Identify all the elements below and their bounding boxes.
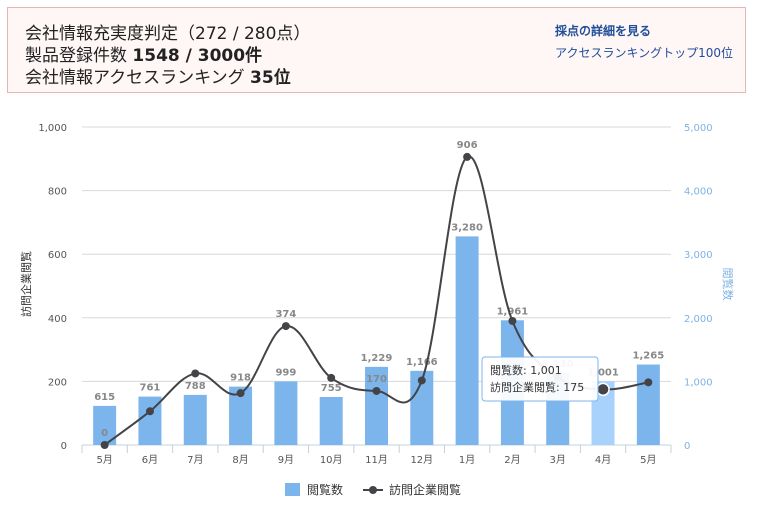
completeness-score: 会社情報充実度判定（272 / 280点） (25, 24, 311, 44)
x-tick-label: 5月 (96, 454, 112, 466)
x-tick-label: 4月 (595, 454, 611, 466)
line-data-label: 170 (366, 374, 387, 385)
bar-data-label: 761 (140, 383, 161, 394)
line-point (145, 407, 154, 416)
y-right-tick-label: 4,000 (684, 187, 713, 198)
bar-data-label: 1,166 (406, 357, 438, 368)
line-point (236, 389, 245, 398)
line-data-label: 374 (275, 309, 296, 320)
x-tick-label: 8月 (232, 454, 248, 466)
x-tick-label: 11月 (365, 454, 388, 466)
bar (229, 386, 253, 445)
y-left-tick-label: 0 (61, 441, 67, 452)
tooltip-line-2: 訪問企業閲覧: 175 (490, 380, 584, 394)
y-right-tick-label: 2,000 (684, 314, 713, 325)
legend-line-marker (369, 486, 377, 494)
line-point (463, 152, 472, 161)
chart-tooltip: 閲覧数: 1,001 訪問企業閲覧: 175 (481, 356, 599, 402)
bar (274, 381, 298, 445)
bar-data-label: 1,001 (587, 367, 619, 378)
y-left-tick-label: 1,000 (38, 123, 67, 134)
tooltip-box (481, 356, 599, 402)
y-right-tick-label: 5,000 (684, 123, 713, 134)
bar-data-label: 1,265 (633, 351, 665, 362)
bar (455, 236, 479, 445)
y-left-tick-label: 400 (48, 314, 67, 325)
ranking-top100-link[interactable]: アクセスランキングトップ100位 (555, 46, 733, 60)
line-point (372, 386, 381, 395)
x-tick-label: 5月 (640, 454, 656, 466)
y-right-tick-label: 0 (684, 441, 690, 452)
line-data-label: 906 (457, 140, 478, 151)
bar-data-label: 615 (94, 392, 115, 403)
x-tick-label: 10月 (320, 454, 343, 466)
line-point (508, 316, 517, 325)
bar-series (93, 236, 660, 445)
summary-box: 会社情報充実度判定（272 / 280点） 製品登録件数 1548 / 3000… (7, 7, 746, 93)
x-axis: 5月 6月 7月 8月 9月 10月 11月 12月 1月 2月 3月 4月 5月 (81, 445, 672, 466)
y-axis-left: 0 200 400 600 800 1,000 (38, 123, 67, 452)
y-left-tick-label: 600 (48, 250, 67, 261)
x-tick-label: 7月 (187, 454, 203, 466)
bar (183, 394, 207, 445)
bar (410, 370, 434, 445)
line-point (596, 382, 610, 397)
tooltip-line-1: 閲覧数: 1,001 (490, 363, 562, 377)
bar (636, 364, 660, 445)
bar-data-label: 1,229 (361, 353, 393, 364)
legend-bar-label: 閲覧数 (307, 482, 343, 497)
line-point (417, 376, 426, 385)
line-point (327, 373, 336, 382)
line-point (100, 441, 109, 449)
x-tick-label: 9月 (278, 454, 294, 466)
bar-data-label: 755 (321, 383, 342, 394)
score-detail-link[interactable]: 採点の詳細を見る (555, 24, 652, 38)
y-axis-right-title: 閲覧数 (721, 268, 735, 301)
x-tick-label: 2月 (504, 454, 520, 466)
bar (365, 366, 388, 445)
product-count-label: 製品登録件数 (25, 46, 133, 66)
summary-links: 採点の詳細を見る アクセスランキングトップ100位 (555, 22, 733, 61)
bar-data-label: 3,280 (451, 222, 483, 233)
access-ranking: 会社情報アクセスランキング 35位 (25, 63, 291, 88)
chart-legend: 閲覧数 訪問企業閲覧 (285, 482, 461, 497)
bar-data-label: 1,961 (497, 306, 529, 317)
y-right-tick-label: 3,000 (684, 250, 713, 261)
legend-line-label: 訪問企業閲覧 (389, 482, 461, 497)
product-count-value: 1548 / 3000件 (132, 46, 263, 66)
line-data-labels: 0 374 170 906 (101, 140, 477, 439)
x-tick-label: 3月 (550, 454, 566, 466)
x-tick-label: 1月 (459, 454, 475, 466)
x-tick-label: 6月 (142, 454, 158, 466)
bar-data-label: 788 (185, 381, 206, 392)
product-count: 製品登録件数 1548 / 3000件 (25, 41, 262, 66)
line-point (281, 322, 290, 331)
y-left-tick-label: 200 (48, 377, 67, 388)
y-axis-right: 0 1,000 2,000 3,000 4,000 5,000 (684, 123, 713, 452)
access-ranking-value: 35位 (250, 68, 291, 88)
bar (319, 396, 343, 445)
legend-bar-swatch (285, 483, 300, 496)
line-data-label: 0 (101, 428, 108, 439)
bar-data-label: 999 (275, 367, 296, 378)
y-left-tick-label: 800 (48, 187, 67, 198)
bar-data-label: 918 (230, 373, 251, 384)
y-right-tick-label: 1,000 (684, 377, 713, 388)
line-point (644, 378, 653, 387)
bar (138, 396, 162, 445)
line-point (191, 369, 200, 378)
bar (93, 405, 117, 445)
x-tick-label: 12月 (410, 454, 433, 466)
y-axis-left-title: 訪問企業閲覧 (19, 251, 33, 317)
access-ranking-label: 会社情報アクセスランキング (25, 68, 251, 88)
